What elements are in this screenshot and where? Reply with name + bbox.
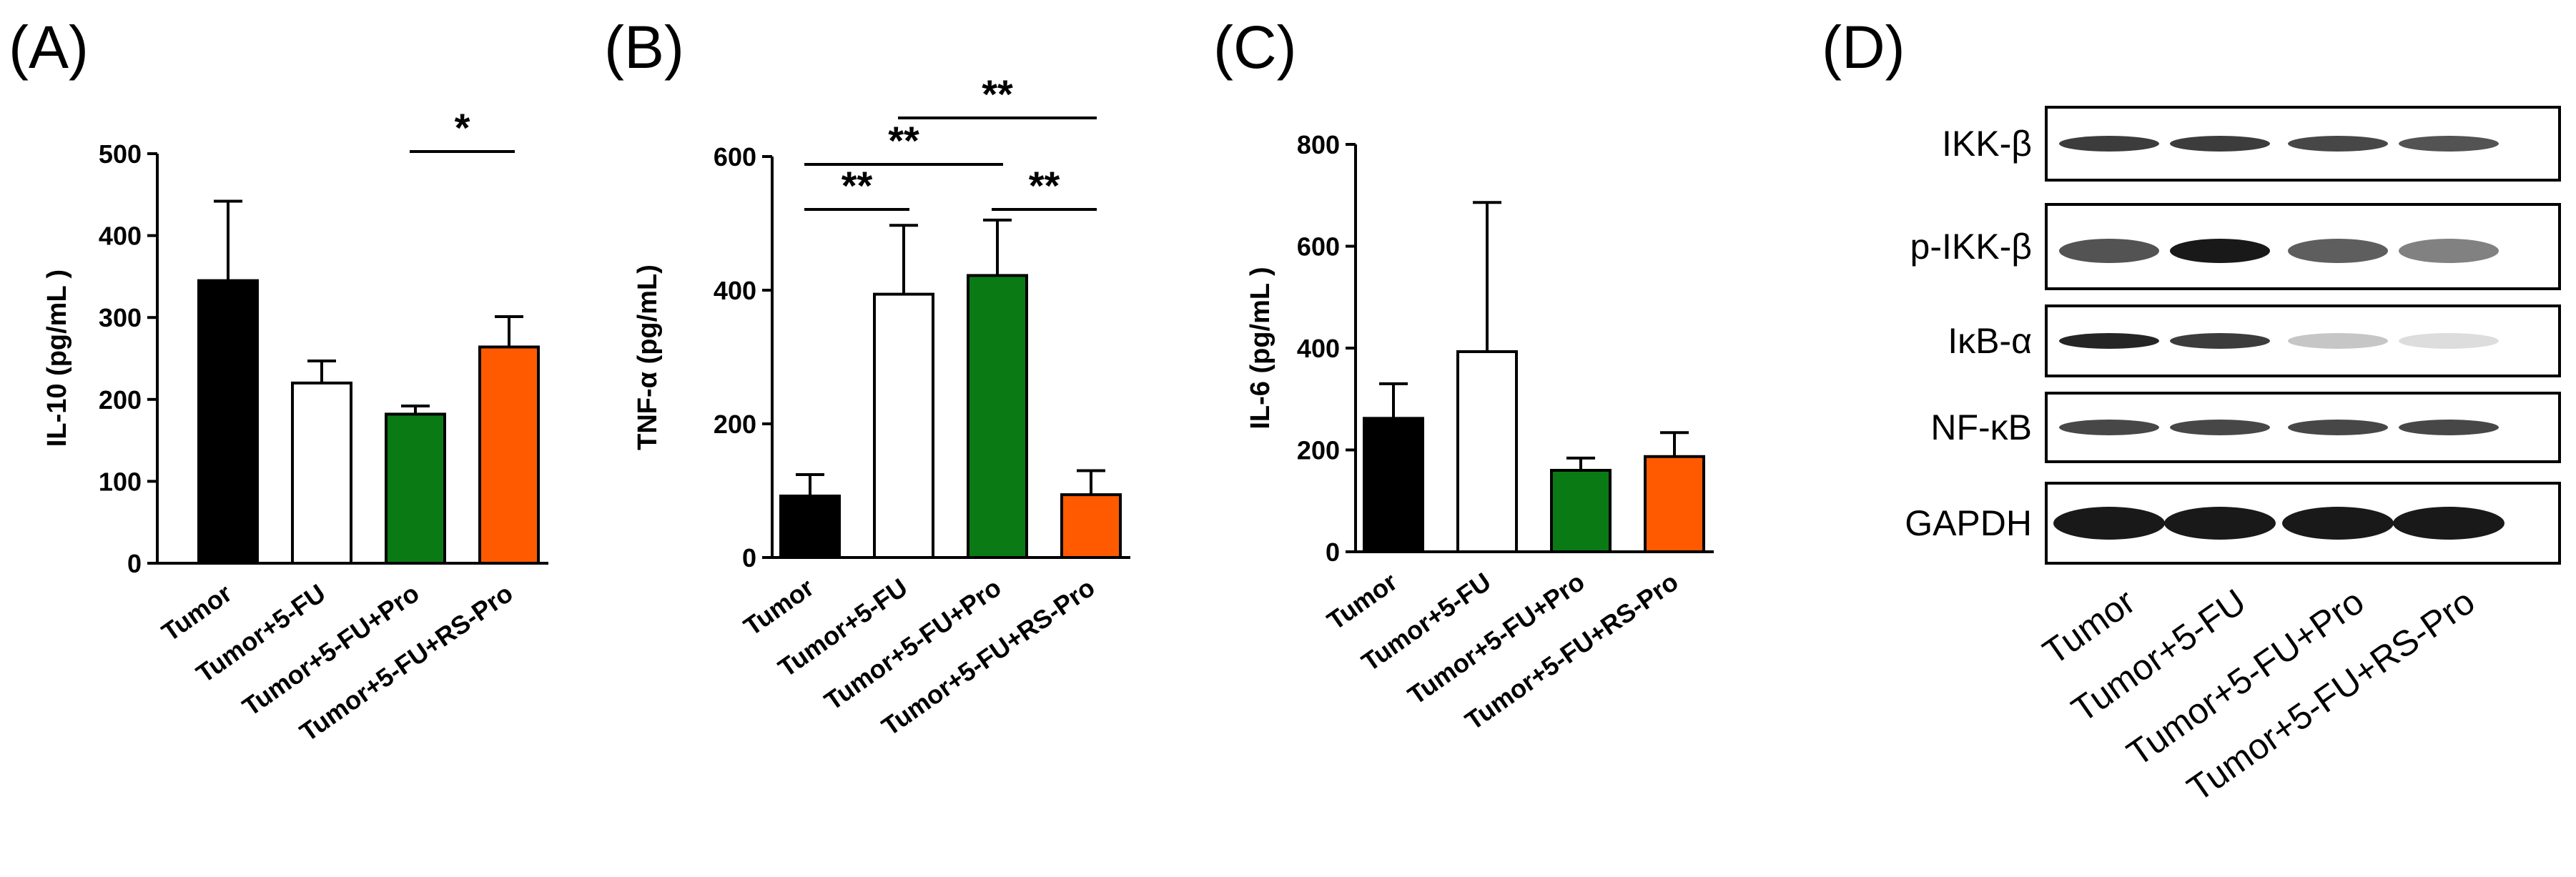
- blot-row: NF-κB: [1930, 392, 2561, 463]
- blot-row-label: GAPDH: [1905, 503, 2032, 543]
- bar-2: [291, 381, 352, 565]
- category-label: Tumor: [739, 573, 819, 641]
- blot-row-label: NF-κB: [1930, 407, 2032, 447]
- significance-label: **: [842, 163, 873, 208]
- panel-label: (B): [604, 14, 684, 81]
- y-tick-label: 0: [742, 543, 756, 573]
- panel-label: (C): [1213, 14, 1297, 81]
- blot-band: [2059, 239, 2159, 263]
- blot-row-label: IKK-β: [1942, 124, 2032, 164]
- bar-1: [1363, 417, 1424, 554]
- y-tick-label: 400: [1297, 334, 1340, 363]
- blot-band: [2170, 136, 2270, 152]
- y-axis-title: TNF-α (pg/mL): [633, 264, 663, 450]
- blot-band: [2170, 333, 2270, 349]
- significance-label: **: [1029, 163, 1060, 208]
- blot-band: [2059, 333, 2159, 349]
- y-tick-label: 0: [1326, 537, 1340, 567]
- panel-label: (A): [9, 14, 89, 81]
- blot-band: [2282, 507, 2394, 540]
- y-tick-label: 200: [1297, 436, 1340, 465]
- y-tick-label: 600: [714, 142, 756, 172]
- blot-row-label: IκB-α: [1948, 321, 2032, 361]
- panel-label: (D): [1822, 14, 1905, 81]
- bar-3: [967, 274, 1028, 559]
- y-axis-title: IL-6 (pg/mL ): [1245, 267, 1275, 429]
- bar-1: [779, 494, 841, 559]
- blot-band: [2399, 136, 2499, 152]
- blot-band: [2393, 507, 2505, 540]
- blot-band: [2164, 507, 2276, 540]
- y-tick-label: 200: [714, 410, 756, 439]
- y-tick-label: 600: [1297, 232, 1340, 262]
- blot-band: [2399, 420, 2499, 435]
- blot-row: IκB-α: [1948, 304, 2561, 377]
- western-blot: (D)IKK-βp-IKK-βIκB-αNF-κBGAPDHTumorTumor…: [1822, 14, 2561, 809]
- significance-label: *: [455, 105, 470, 150]
- bar-2: [1456, 350, 1518, 553]
- blot-row: GAPDH: [1905, 482, 2561, 565]
- y-tick-label: 400: [714, 276, 756, 305]
- y-axis-title: IL-10 (pg/mL ): [42, 269, 72, 447]
- category-label: Tumor: [157, 578, 237, 647]
- blot-band: [2053, 507, 2165, 540]
- y-tick-label: 200: [99, 385, 142, 415]
- blot-row: p-IKK-β: [1910, 203, 2561, 290]
- y-tick-label: 800: [1297, 130, 1340, 159]
- blot-row-label: p-IKK-β: [1910, 227, 2032, 267]
- blot-band: [2399, 333, 2499, 349]
- blot-band: [2399, 239, 2499, 263]
- significance-label: **: [888, 118, 919, 163]
- significance-label: **: [982, 71, 1013, 117]
- blot-band: [2288, 333, 2388, 349]
- bar-1: [197, 279, 259, 565]
- y-tick-label: 100: [99, 467, 142, 496]
- bar-2: [873, 292, 934, 559]
- blot-band: [2170, 420, 2270, 435]
- category-label: Tumor: [1322, 567, 1403, 635]
- bar-4: [1060, 493, 1122, 559]
- blot-band: [2059, 420, 2159, 435]
- y-tick-label: 300: [99, 303, 142, 332]
- bar-4: [478, 345, 540, 565]
- bar-4: [1644, 455, 1705, 554]
- blot-band: [2288, 239, 2388, 263]
- blot-band: [2170, 239, 2270, 263]
- bar-3: [1550, 469, 1612, 553]
- bar-3: [385, 412, 446, 565]
- blot-band: [2288, 420, 2388, 435]
- blot-row: IKK-β: [1942, 106, 2561, 182]
- y-tick-label: 0: [127, 549, 142, 578]
- y-tick-label: 400: [99, 222, 142, 251]
- blot-band: [2288, 136, 2388, 152]
- y-tick-label: 500: [99, 139, 142, 169]
- blot-band: [2059, 136, 2159, 152]
